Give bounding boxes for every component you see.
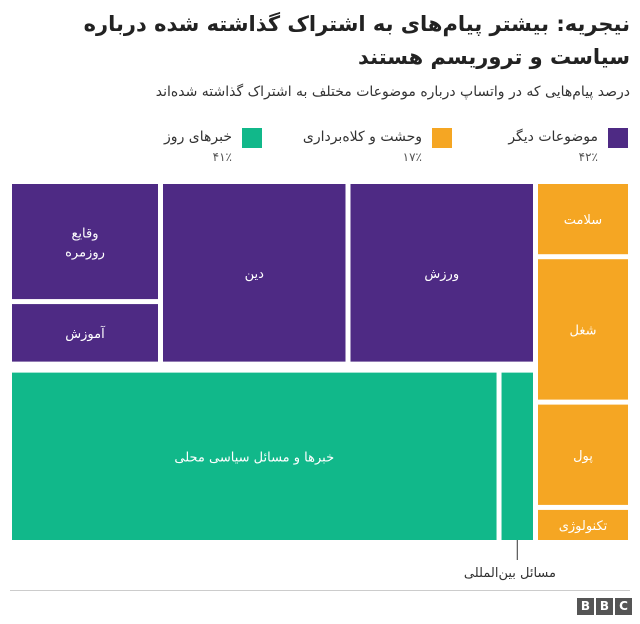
tile-label-fear-2: پول	[573, 449, 593, 464]
legend-label-other: موضوعات دیگر	[508, 129, 598, 145]
legend-swatch-other	[608, 128, 628, 148]
tile-fear-2	[538, 404, 628, 505]
legend-item-other: موضوعات دیگر ۴۲٪	[488, 128, 628, 168]
tile-label-religion: دین	[245, 267, 265, 282]
bbc-logo-block-3: C	[615, 598, 632, 615]
tile-label-local-politics: خبرها و مسائل سیاسی محلی	[174, 450, 334, 465]
annotation-international: مسائل بین‌المللی	[463, 566, 556, 581]
tile-fear-0	[538, 184, 628, 255]
legend-item-news: خبرهای روز ۴۱٪	[142, 128, 262, 168]
chart-title: نیجریه: بیشتر پیام‌های به اشتراک گذاشته …	[83, 12, 630, 69]
chart-subtitle: درصد پیام‌هایی که در واتساپ درباره موضوع…	[155, 84, 630, 100]
footer-divider	[10, 590, 630, 591]
tile-label-fear-0: سلامت	[564, 213, 602, 228]
legend-swatch-fear	[432, 128, 452, 148]
tile-label-education: آموزش	[65, 325, 106, 342]
tile-fear-1	[538, 259, 628, 400]
tile-fear-3	[538, 509, 628, 540]
tile-daily-events	[12, 184, 158, 300]
tile-international	[501, 372, 533, 540]
tile-label-sport: ورزش	[424, 267, 459, 282]
tile-sport	[350, 184, 533, 362]
bbc-logo-block-2: B	[596, 598, 613, 615]
legend-swatch-news	[242, 128, 262, 148]
legend-pct-other: ۴۲٪	[578, 150, 598, 164]
tile-label-daily-events: وقایع روزمره	[65, 227, 105, 261]
tile-local-politics	[12, 372, 497, 540]
legend-pct-news: ۴۱٪	[212, 150, 232, 164]
tile-religion	[163, 184, 346, 362]
tile-label-fear-3: تکنولوژی	[559, 519, 608, 534]
legend-label-fear: وحشت و کلاه‌برداری	[302, 129, 422, 145]
legend-label-news: خبرهای روز	[164, 129, 232, 145]
tile-education	[12, 304, 158, 362]
legend-item-fear: وحشت و کلاه‌برداری ۱۷٪	[292, 128, 452, 168]
tile-label-fear-1: شغل	[569, 323, 596, 338]
legend-pct-fear: ۱۷٪	[402, 150, 422, 164]
bbc-logo-block-1: B	[577, 598, 594, 615]
bbc-logo: B B C	[577, 598, 632, 615]
